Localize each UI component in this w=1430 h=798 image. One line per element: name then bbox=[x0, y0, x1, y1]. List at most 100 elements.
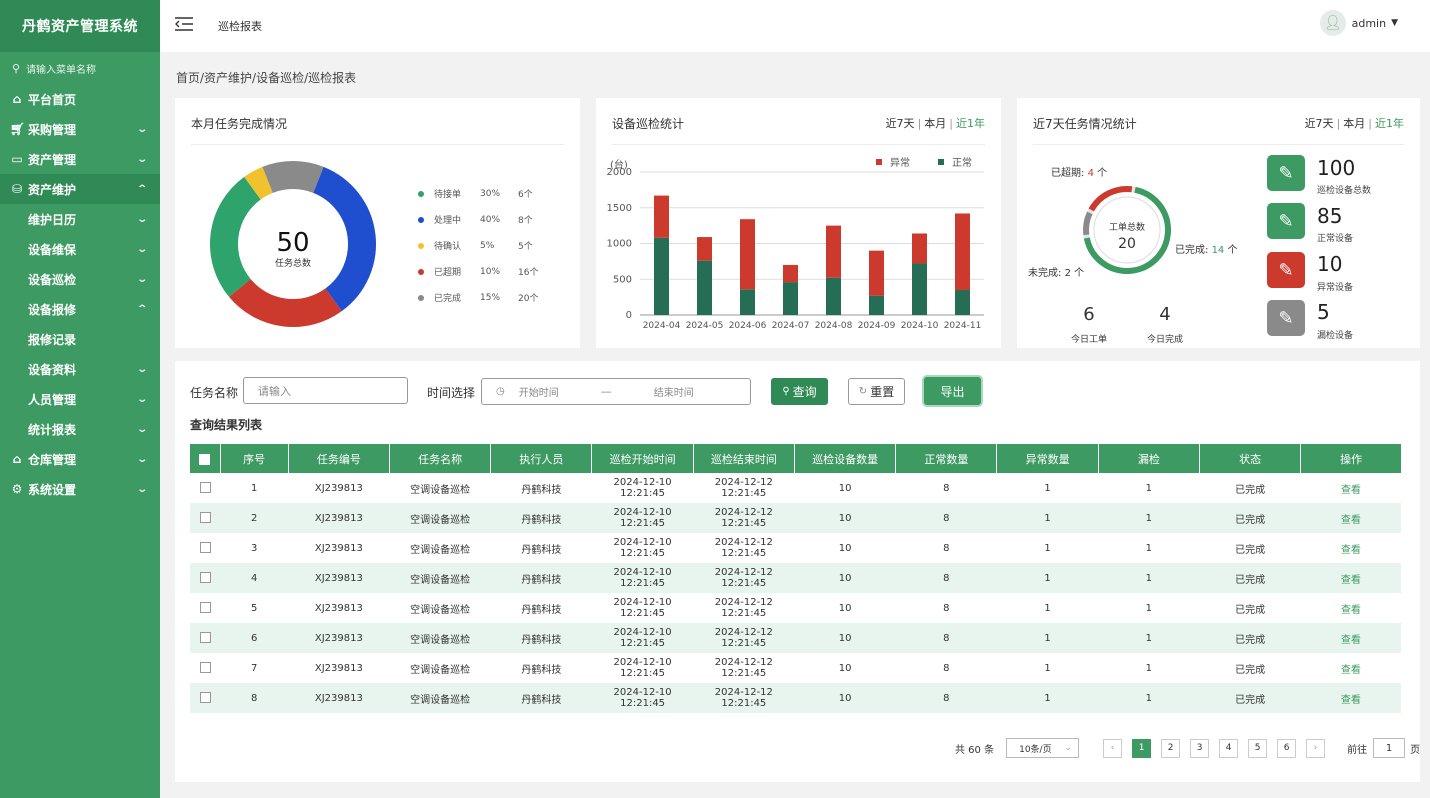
table-cell: 2024-12-10 12:21:45 bbox=[613, 477, 672, 499]
sidebar-item-repair-records[interactable]: 报修记录 bbox=[0, 324, 160, 354]
ring-segment-undone bbox=[1083, 211, 1093, 236]
gear-icon: ⚙ bbox=[11, 482, 23, 496]
reset-button-label: 重置 bbox=[870, 385, 895, 399]
overdue-value: 4 bbox=[1087, 168, 1094, 179]
page-button[interactable]: 2 bbox=[1161, 738, 1181, 758]
sidebar-item-calendar[interactable]: 维护日历 ⌄ bbox=[0, 204, 160, 234]
menu-toggle-icon[interactable] bbox=[174, 16, 194, 37]
action-cell: 查看 bbox=[1300, 683, 1401, 713]
page-button[interactable]: 6 bbox=[1277, 738, 1297, 758]
today-orders-label: 今日工单 bbox=[1070, 335, 1107, 345]
table-cell: 丹鹤科技 bbox=[490, 503, 592, 533]
action-cell: 查看 bbox=[1301, 653, 1401, 683]
legend-dot bbox=[418, 242, 424, 249]
prev-page-button[interactable]: ‹ bbox=[1103, 738, 1123, 758]
date-range-picker[interactable]: ◷ 开始时间 — 结束时间 bbox=[481, 378, 751, 405]
done-unit: 个 bbox=[1227, 245, 1238, 256]
ring-segment-overdue bbox=[1088, 186, 1133, 212]
stamp-icon: ✎ bbox=[1267, 203, 1305, 239]
table-cell: XJ239813 bbox=[288, 563, 390, 593]
view-link[interactable]: 查看 bbox=[1340, 544, 1361, 556]
x-tick-label: 2024-11 bbox=[944, 321, 982, 331]
x-tick-label: 2024-06 bbox=[729, 321, 767, 331]
donut-slice bbox=[244, 166, 274, 200]
table-cell: 10 bbox=[794, 503, 896, 533]
username: admin bbox=[1351, 16, 1387, 30]
select-all-checkbox[interactable] bbox=[199, 453, 211, 465]
period-tabs: 近7天 | 本月 | 近1年 bbox=[1304, 117, 1404, 130]
page-button[interactable]: 4 bbox=[1219, 738, 1239, 758]
search-button[interactable]: ⚲ 查询 bbox=[771, 378, 828, 405]
page-button[interactable]: 3 bbox=[1190, 738, 1210, 758]
table-cell: XJ239813 bbox=[314, 662, 363, 674]
user-menu[interactable]: 👤︎ admin ▼ bbox=[1319, 10, 1398, 36]
tab-month[interactable]: 本月 bbox=[924, 117, 947, 130]
sidebar-item-assets[interactable]: ▭ 资产管理 ⌄ bbox=[0, 144, 160, 174]
next-page-button[interactable]: › bbox=[1306, 738, 1326, 758]
sidebar-item-repair[interactable]: 设备报修 ⌃ bbox=[0, 294, 160, 324]
sidebar-item-staff[interactable]: 人员管理 ⌄ bbox=[0, 384, 160, 414]
table-cell: 2024-12-12 12:21:45 bbox=[693, 683, 795, 713]
menu-search[interactable]: ⚲ 请输入菜单名称 bbox=[0, 52, 160, 84]
page-button[interactable]: 1 bbox=[1132, 738, 1152, 758]
column-header: 异常数量 bbox=[996, 444, 1099, 473]
undone-unit: 个 bbox=[1074, 268, 1085, 279]
view-link[interactable]: 查看 bbox=[1340, 664, 1361, 676]
sidebar-item-reports[interactable]: 统计报表 ⌄ bbox=[0, 414, 160, 444]
task-name-input[interactable]: 请输入 bbox=[243, 377, 408, 404]
row-checkbox[interactable] bbox=[199, 632, 211, 644]
page-size-select[interactable]: 10条/页 ⌄ bbox=[1006, 738, 1080, 758]
table-cell: 1 bbox=[1098, 563, 1200, 593]
view-link[interactable]: 查看 bbox=[1340, 694, 1361, 706]
sidebar-item-inspection[interactable]: 设备巡检 ⌄ bbox=[0, 264, 160, 294]
column-header: 巡检开始时间 bbox=[591, 444, 694, 473]
y-tick-label: 1000 bbox=[607, 239, 632, 250]
table-cell: 8 bbox=[895, 683, 997, 713]
row-checkbox[interactable] bbox=[199, 692, 211, 704]
x-tick-label: 2024-05 bbox=[686, 321, 724, 331]
sidebar-item-docs[interactable]: 设备资料 ⌄ bbox=[0, 354, 160, 384]
legend-dot bbox=[418, 190, 424, 197]
row-checkbox[interactable] bbox=[199, 662, 211, 674]
sidebar-item-warehouse[interactable]: ⌂ 仓库管理 ⌄ bbox=[0, 444, 160, 474]
row-checkbox[interactable] bbox=[199, 512, 211, 524]
sidebar-item-label: 报修记录 bbox=[28, 332, 77, 347]
order-ring-chart bbox=[1083, 186, 1171, 274]
tab-7days[interactable]: 近7天 bbox=[885, 117, 915, 130]
table-row: 7 XJ239813 空调设备巡检 丹鹤科技 2024-12-10 12:21:45 20… bbox=[190, 653, 1401, 683]
row-checkbox[interactable] bbox=[199, 542, 211, 554]
undone-stat: 未完成: 2 个 bbox=[1028, 264, 1084, 279]
row-checkbox[interactable] bbox=[199, 482, 211, 494]
reset-button[interactable]: ↻ 重置 bbox=[848, 378, 905, 405]
normal-devices-label: 正常设备 bbox=[1317, 234, 1354, 244]
tab-year[interactable]: 近1年 bbox=[1375, 117, 1404, 130]
export-button[interactable]: 导出 bbox=[924, 377, 981, 405]
stamp-icon: ✎ bbox=[1267, 155, 1305, 191]
sidebar-item-purchase[interactable]: 🛒︎ 采购管理 ⌄ bbox=[0, 114, 160, 144]
view-link[interactable]: 查看 bbox=[1340, 604, 1361, 616]
view-link[interactable]: 查看 bbox=[1340, 484, 1361, 496]
table-cell: 1 bbox=[1145, 542, 1153, 554]
table-cell: 8 bbox=[895, 623, 997, 653]
page-button[interactable]: 5 bbox=[1248, 738, 1268, 758]
tab-7days[interactable]: 近7天 bbox=[1304, 117, 1334, 130]
sidebar-item-home[interactable]: ⌂ 平台首页 bbox=[0, 84, 160, 114]
sidebar-item-upkeep[interactable]: 设备维保 ⌄ bbox=[0, 234, 160, 264]
table-cell: 2024-12-10 12:21:45 bbox=[613, 597, 672, 619]
table-cell: 10 bbox=[794, 623, 896, 653]
sidebar-item-label: 采购管理 bbox=[28, 122, 77, 137]
sidebar-item-settings[interactable]: ⚙ 系统设置 ⌄ bbox=[0, 474, 160, 504]
tab-month[interactable]: 本月 bbox=[1343, 117, 1366, 130]
table-cell: 8 bbox=[895, 503, 997, 533]
goto-page-input[interactable]: 1 bbox=[1373, 738, 1406, 758]
view-link[interactable]: 查看 bbox=[1340, 634, 1361, 646]
row-checkbox[interactable] bbox=[199, 602, 211, 614]
view-link[interactable]: 查看 bbox=[1340, 514, 1361, 526]
sidebar-item-maintenance[interactable]: ⛁ 资产维护 ⌃ bbox=[0, 174, 160, 204]
table-row: 6 XJ239813 空调设备巡检 丹鹤科技 2024-12-10 12:21:45 20… bbox=[190, 623, 1401, 653]
row-checkbox[interactable] bbox=[199, 572, 211, 584]
view-link[interactable]: 查看 bbox=[1340, 574, 1361, 586]
action-cell: 查看 bbox=[1301, 473, 1401, 503]
legend-count: 8个 bbox=[518, 216, 533, 226]
tab-year[interactable]: 近1年 bbox=[956, 117, 985, 130]
